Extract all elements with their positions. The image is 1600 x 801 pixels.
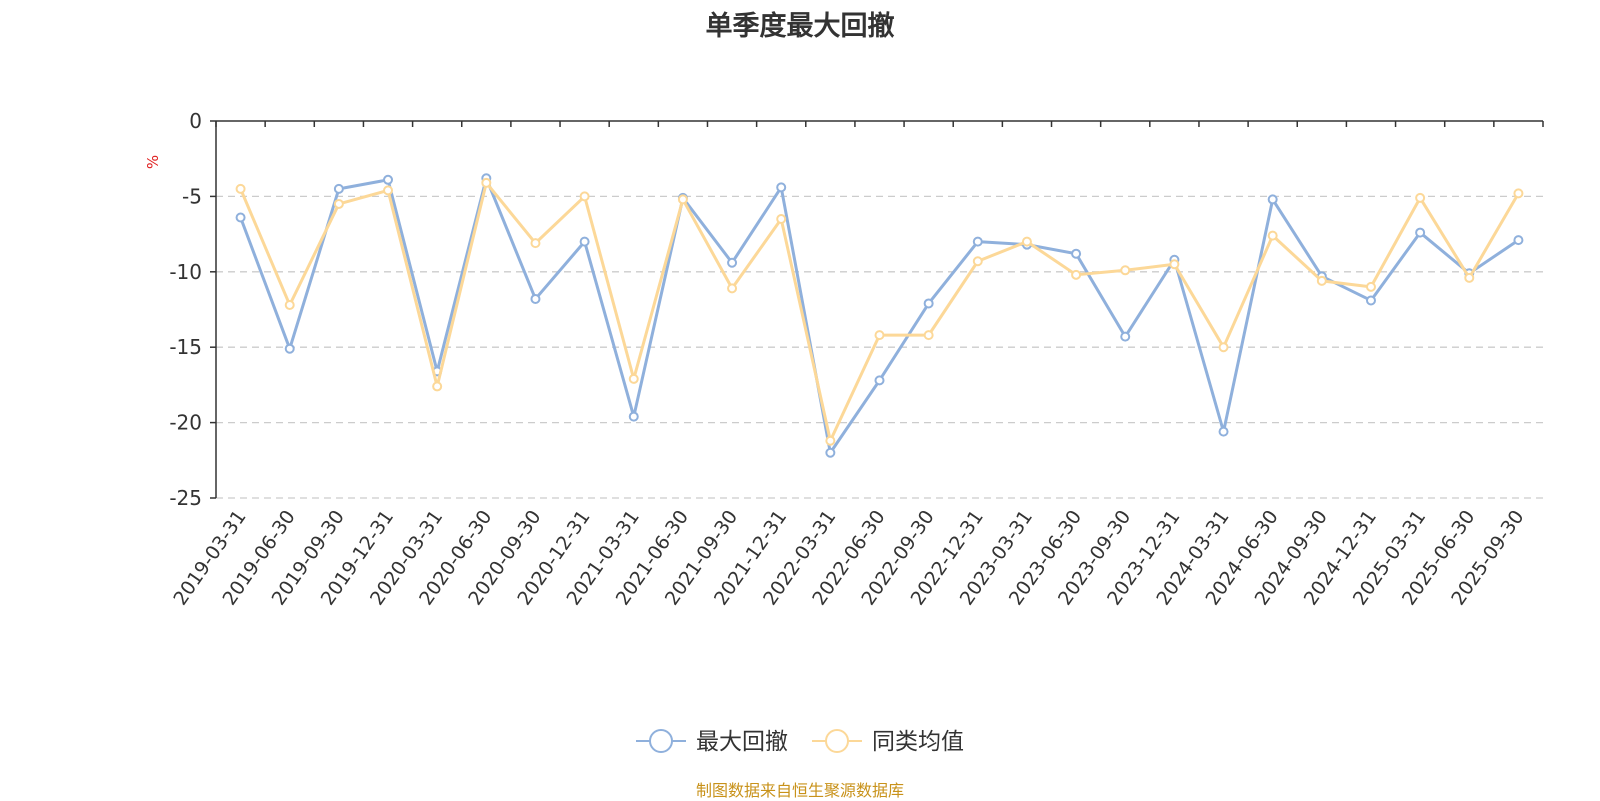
legend-marker bbox=[825, 729, 849, 753]
data-point[interactable] bbox=[333, 198, 344, 209]
legend-marker bbox=[649, 729, 673, 753]
data-point[interactable] bbox=[235, 183, 246, 194]
data-point[interactable] bbox=[825, 435, 836, 446]
grid-lines bbox=[216, 195, 1543, 499]
data-point[interactable] bbox=[1513, 235, 1524, 246]
data-point[interactable] bbox=[1120, 331, 1131, 342]
data-point[interactable] bbox=[1267, 230, 1278, 241]
data-point[interactable] bbox=[1365, 281, 1376, 292]
legend-label: 同类均值 bbox=[872, 729, 964, 755]
data-point[interactable] bbox=[1513, 188, 1524, 199]
data-point[interactable] bbox=[1169, 259, 1180, 270]
y-tick-label: -20 bbox=[169, 411, 202, 435]
data-point[interactable] bbox=[1267, 194, 1278, 205]
legend-item-1[interactable]: 同类均值 bbox=[812, 729, 964, 755]
y-tick-label: -25 bbox=[169, 486, 202, 510]
data-point[interactable] bbox=[1071, 248, 1082, 259]
data-point[interactable] bbox=[923, 330, 934, 341]
series-lines bbox=[235, 173, 1524, 458]
y-tick-label: 0 bbox=[189, 109, 202, 133]
data-point[interactable] bbox=[727, 257, 738, 268]
series-line-1 bbox=[239, 181, 1520, 443]
legend-item-0[interactable]: 最大回撤 bbox=[636, 729, 788, 755]
data-point[interactable] bbox=[530, 293, 541, 304]
data-point[interactable] bbox=[579, 191, 590, 202]
y-tick-label: -5 bbox=[182, 184, 202, 208]
data-point[interactable] bbox=[677, 194, 688, 205]
data-point[interactable] bbox=[284, 299, 295, 310]
data-point[interactable] bbox=[1218, 342, 1229, 353]
data-point[interactable] bbox=[1415, 192, 1426, 203]
data-point[interactable] bbox=[383, 185, 394, 196]
data-point[interactable] bbox=[923, 298, 934, 309]
legend[interactable]: 最大回撤 同类均值 bbox=[636, 729, 964, 755]
data-point[interactable] bbox=[432, 381, 443, 392]
data-point[interactable] bbox=[481, 177, 492, 188]
data-point[interactable] bbox=[727, 283, 738, 294]
data-point[interactable] bbox=[1218, 426, 1229, 437]
data-point[interactable] bbox=[776, 214, 787, 225]
y-tick-label: -15 bbox=[169, 335, 202, 359]
data-point[interactable] bbox=[628, 373, 639, 384]
data-point[interactable] bbox=[776, 182, 787, 193]
data-point[interactable] bbox=[1316, 275, 1327, 286]
data-point[interactable] bbox=[1120, 265, 1131, 276]
data-point[interactable] bbox=[874, 330, 885, 341]
data-point[interactable] bbox=[333, 183, 344, 194]
chart-title: 单季度最大回撤 bbox=[705, 11, 895, 42]
data-point[interactable] bbox=[579, 236, 590, 247]
data-point[interactable] bbox=[1071, 269, 1082, 280]
data-point[interactable] bbox=[972, 256, 983, 267]
data-point[interactable] bbox=[628, 411, 639, 422]
data-point[interactable] bbox=[235, 212, 246, 223]
data-point[interactable] bbox=[1021, 236, 1032, 247]
axes: 0-5-10-15-20-252019-03-312019-06-302019-… bbox=[169, 109, 1544, 609]
data-point[interactable] bbox=[874, 375, 885, 386]
data-point[interactable] bbox=[972, 236, 983, 247]
legend-label: 最大回撤 bbox=[696, 729, 788, 755]
source-note: 制图数据来自恒生聚源数据库 bbox=[695, 781, 904, 800]
y-tick-label: -10 bbox=[169, 260, 202, 284]
data-point[interactable] bbox=[383, 174, 394, 185]
data-point[interactable] bbox=[825, 447, 836, 458]
data-point[interactable] bbox=[1365, 295, 1376, 306]
data-point[interactable] bbox=[284, 343, 295, 354]
y-axis-unit-label: % bbox=[144, 155, 162, 169]
series-line-0 bbox=[239, 176, 1520, 455]
data-point[interactable] bbox=[1464, 272, 1475, 283]
data-point[interactable] bbox=[1415, 227, 1426, 238]
data-point[interactable] bbox=[530, 238, 541, 249]
